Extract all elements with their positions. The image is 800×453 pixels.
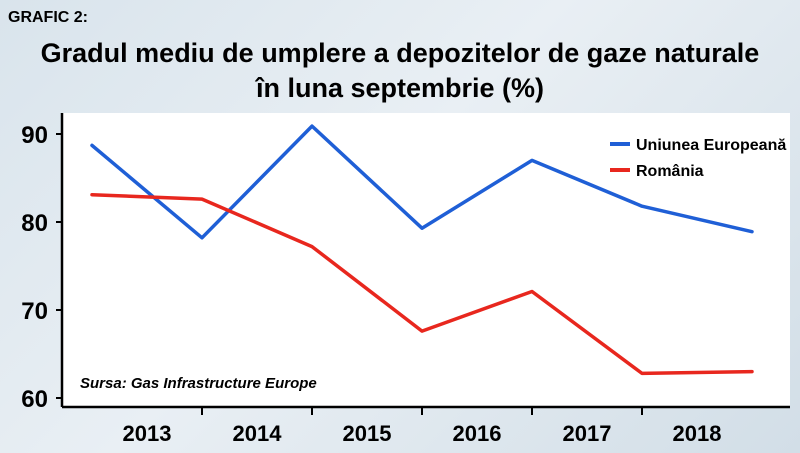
data-point (200, 197, 204, 201)
data-point (90, 144, 94, 147)
legend-label: România (636, 163, 704, 180)
data-point (310, 124, 314, 128)
legend: Uniunea Europeană România (610, 137, 786, 180)
y-axis: 60 70 80 90 (21, 113, 64, 413)
data-point (640, 372, 644, 375)
y-tick-label: 60 (21, 386, 48, 413)
series-layer (90, 124, 754, 376)
x-tick-label: 2015 (343, 421, 392, 446)
x-tick-label: 2013 (123, 421, 172, 446)
data-point (750, 370, 754, 373)
data-point (420, 226, 424, 230)
data-point (530, 159, 534, 162)
x-tick-label: 2014 (233, 421, 283, 446)
data-point (90, 193, 94, 196)
x-tick-label: 2016 (453, 421, 502, 446)
x-tick-label: 2018 (673, 421, 722, 446)
x-tick-label: 2017 (563, 421, 612, 446)
plot-frame (62, 113, 790, 407)
data-point (750, 230, 754, 233)
data-point (530, 290, 534, 293)
chart-title: Gradul mediu de umplere a depozitelor de… (41, 38, 760, 68)
x-axis: 2013 2014 2015 2016 2017 2018 (62, 405, 790, 446)
plot-area (62, 113, 790, 407)
data-point (420, 329, 424, 333)
chart-subtitle: în luna septembrie (%) (254, 73, 544, 103)
y-tick-label: 70 (21, 298, 48, 325)
y-tick-label: 80 (21, 210, 48, 237)
data-point (640, 204, 644, 208)
data-point (200, 236, 204, 240)
source-note: Sursa: Gas Infrastructure Europe (80, 375, 317, 392)
data-point (310, 245, 314, 248)
chart-label: GRAFIC 2: (8, 9, 88, 26)
legend-label: Uniunea Europeană (636, 137, 786, 154)
y-tick-label: 90 (21, 122, 48, 149)
